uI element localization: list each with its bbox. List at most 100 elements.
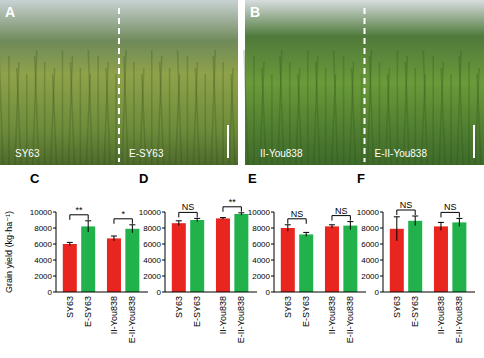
significance-bracket [179, 212, 197, 217]
bar [81, 226, 95, 292]
y-axis [383, 212, 384, 292]
significance-label: ** [75, 205, 83, 215]
error-line [88, 221, 89, 232]
y-tick-label: 0 [48, 288, 53, 297]
x-tick-label: E-II-You838 [236, 296, 246, 343]
x-axis [56, 292, 148, 293]
y-tick-label: 2000 [252, 272, 270, 281]
y-tick-label: 0 [375, 288, 380, 297]
error-bar [394, 217, 400, 241]
error-cap [176, 220, 182, 221]
error-bar [111, 236, 117, 241]
panel-label: D [139, 171, 148, 186]
y-tick-label: 6000 [34, 240, 52, 249]
x-tick-label: II-You838 [218, 296, 228, 334]
x-tick-label: SY63 [392, 296, 402, 318]
x-tick-label: SY63 [174, 296, 184, 318]
error-bar [176, 221, 182, 226]
x-tick-label: E-II-You838 [454, 296, 464, 343]
error-bar [456, 218, 462, 226]
y-tick-label: 2000 [361, 272, 379, 281]
significance-bracket [223, 207, 241, 212]
error-cap [285, 224, 291, 225]
bar [216, 218, 230, 292]
plant-texture [468, 62, 470, 165]
significance-label: NS [400, 200, 413, 210]
x-tick-label: II-You838 [436, 296, 446, 334]
bar [107, 238, 121, 292]
y-tick-label: 6000 [143, 240, 161, 249]
y-axis [56, 212, 57, 292]
plant-texture [253, 56, 255, 165]
error-line [132, 225, 133, 233]
chart: E0200040006000800010000SY63E-SY63II-You8… [248, 171, 366, 343]
panel-label: A [5, 4, 15, 20]
plant-texture [88, 50, 92, 165]
y-tick-label: 10000 [139, 208, 162, 217]
y-tick-label: 10000 [30, 208, 53, 217]
error-bar [238, 213, 244, 215]
y-tick-label: 10000 [357, 208, 380, 217]
bars [63, 221, 140, 292]
significance-label: * [121, 209, 125, 219]
bar [434, 226, 448, 292]
chart: D0200040006000800010000SY63E-SY63II-You8… [139, 171, 257, 343]
y-tick-label: 2000 [143, 272, 161, 281]
panel-label: E [248, 171, 257, 186]
panel-label: C [30, 171, 40, 186]
error-cap [347, 221, 353, 222]
significance-label: NS [182, 202, 195, 212]
plant-texture [106, 68, 110, 165]
error-cap [456, 218, 462, 219]
significance-bracket [332, 216, 350, 221]
error-bar [67, 242, 73, 245]
bar [452, 222, 466, 292]
panel-label: B [250, 4, 260, 20]
x-axis [383, 292, 475, 293]
bar [172, 223, 186, 292]
y-tick-label: 6000 [252, 240, 270, 249]
figure: A SY63 E-SY63 B II-You838 E-II-You838 C Grain y… [0, 0, 484, 358]
divider [118, 8, 120, 162]
error-line [396, 217, 397, 241]
significance-label: ** [229, 197, 237, 207]
bar [343, 226, 357, 292]
error-cap [303, 232, 309, 233]
x-axis [274, 292, 366, 293]
bars [390, 216, 467, 292]
y-tick-label: 8000 [143, 224, 161, 233]
plant-texture [169, 68, 171, 165]
x-tick-label: E-SY63 [192, 296, 202, 327]
plant-texture [70, 62, 74, 165]
error-bar [438, 222, 444, 230]
plant-texture [361, 74, 363, 165]
chart: F0200040006000800010000SY63E-SY63II-You8… [357, 171, 475, 343]
error-bar [129, 225, 135, 233]
plant-texture [459, 56, 463, 165]
bar [190, 220, 204, 292]
plant-texture [205, 74, 207, 165]
x-tick-label: II-You838 [327, 296, 337, 334]
bar [325, 226, 339, 292]
plant-texture [0, 50, 3, 165]
y-axis-label: Grain yield (kg·ha⁻¹) [4, 211, 14, 293]
error-bar [303, 232, 309, 236]
plant-texture [178, 50, 182, 165]
error-bar [412, 216, 418, 226]
plant-texture [343, 56, 345, 165]
plant-texture [334, 50, 338, 165]
bar [63, 244, 77, 292]
error-cap [85, 220, 91, 221]
panel-label: F [357, 171, 365, 186]
error-cap [394, 216, 400, 217]
y-axis [274, 212, 275, 292]
error-bar [85, 221, 91, 232]
error-cap [220, 217, 226, 218]
significance-label: NS [291, 209, 304, 219]
error-cap [194, 218, 200, 219]
y-tick-label: 8000 [361, 224, 379, 233]
significance-bracket [441, 212, 459, 217]
plant-texture [222, 62, 224, 165]
x-tick-label: E-II-You838 [127, 296, 137, 343]
x-tick-label: E-II-You838 [345, 296, 355, 343]
